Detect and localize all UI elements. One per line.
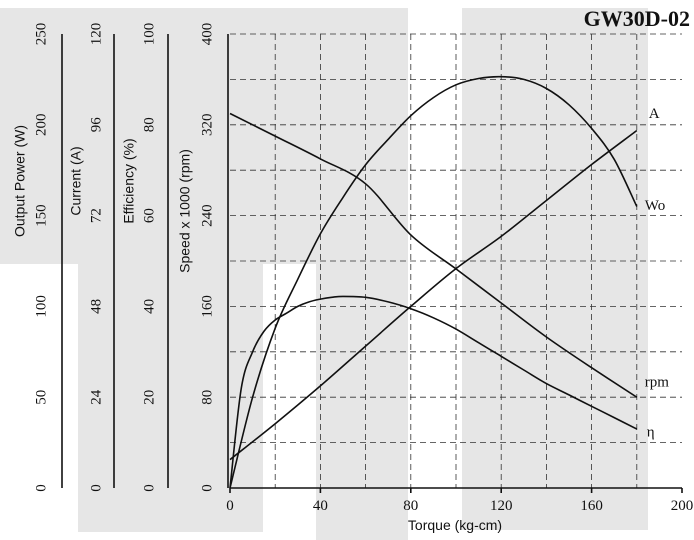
y-tick-label: 20 <box>141 390 157 405</box>
background-band <box>462 8 648 264</box>
y-tick-label: 40 <box>141 299 157 314</box>
x-tick-label: 120 <box>490 498 513 514</box>
y-tick-label: 100 <box>33 295 49 318</box>
y-axis-2: 0 24 48 72 96 120 Current (A) <box>68 23 115 492</box>
x-tick-label: 40 <box>313 498 328 514</box>
x-axis-label: Torque (kg-cm) <box>408 517 502 533</box>
grid-lines <box>230 33 682 488</box>
y-axis-3: 0 20 40 60 80 100 Efficiency (%) <box>121 23 169 492</box>
background-band <box>78 8 263 532</box>
y-tick-label: 24 <box>88 389 104 405</box>
y-tick-label: 150 <box>33 204 49 227</box>
y-axis-1: 0 50 100 150 200 250 Output Power (W) <box>12 23 63 492</box>
series-curves <box>229 75 638 489</box>
y-tick-label: 0 <box>199 484 215 492</box>
y-tick-label: 160 <box>199 295 215 318</box>
x-tick-label: 160 <box>580 498 603 514</box>
series-line-wo <box>229 75 638 489</box>
y-axis-4: 0 80 160 240 320 400 Speed x 1000 (rpm) <box>177 23 229 492</box>
background-band <box>262 8 316 264</box>
series-label-rpm: rpm <box>645 375 669 391</box>
series-label-a: A <box>649 106 660 122</box>
y-axis-label: Current (A) <box>68 146 84 215</box>
y-tick-label: 0 <box>88 484 104 492</box>
series-line-efficiency <box>229 295 638 489</box>
y-tick-label: 200 <box>33 114 49 137</box>
series-line-a <box>229 129 638 461</box>
y-axis-label: Output Power (W) <box>12 125 28 237</box>
series-labels: A Wo rpm η <box>645 106 669 441</box>
chart-title: GW30D-02 <box>584 6 690 31</box>
series-line-rpm <box>229 112 638 398</box>
y-tick-label: 0 <box>33 484 49 492</box>
background-bands <box>0 8 648 540</box>
y-axis-label: Efficiency (%) <box>121 138 137 223</box>
x-axis: 0 40 80 120 160 200 <box>226 487 694 514</box>
y-tick-label: 72 <box>88 208 104 223</box>
background-band <box>0 8 78 264</box>
y-tick-label: 96 <box>88 117 104 133</box>
y-tick-label: 60 <box>141 208 157 223</box>
x-tick-label: 200 <box>671 498 694 514</box>
y-tick-label: 240 <box>199 204 215 227</box>
y-tick-label: 50 <box>33 390 49 405</box>
y-tick-label: 80 <box>199 390 215 405</box>
y-tick-label: 120 <box>88 23 104 46</box>
x-tick-label: 80 <box>403 498 418 514</box>
y-tick-label: 80 <box>141 117 157 132</box>
y-tick-label: 250 <box>33 23 49 46</box>
series-label-wo: Wo <box>645 198 665 214</box>
y-tick-label: 100 <box>141 23 157 46</box>
y-tick-label: 48 <box>88 299 104 314</box>
y-tick-label: 0 <box>141 484 157 492</box>
background-band <box>316 8 408 540</box>
series-label-efficiency: η <box>647 424 655 440</box>
y-tick-label: 320 <box>199 114 215 137</box>
x-tick-label: 0 <box>226 498 234 514</box>
y-tick-label: 400 <box>199 23 215 46</box>
y-axis-label: Speed x 1000 (rpm) <box>177 149 193 273</box>
